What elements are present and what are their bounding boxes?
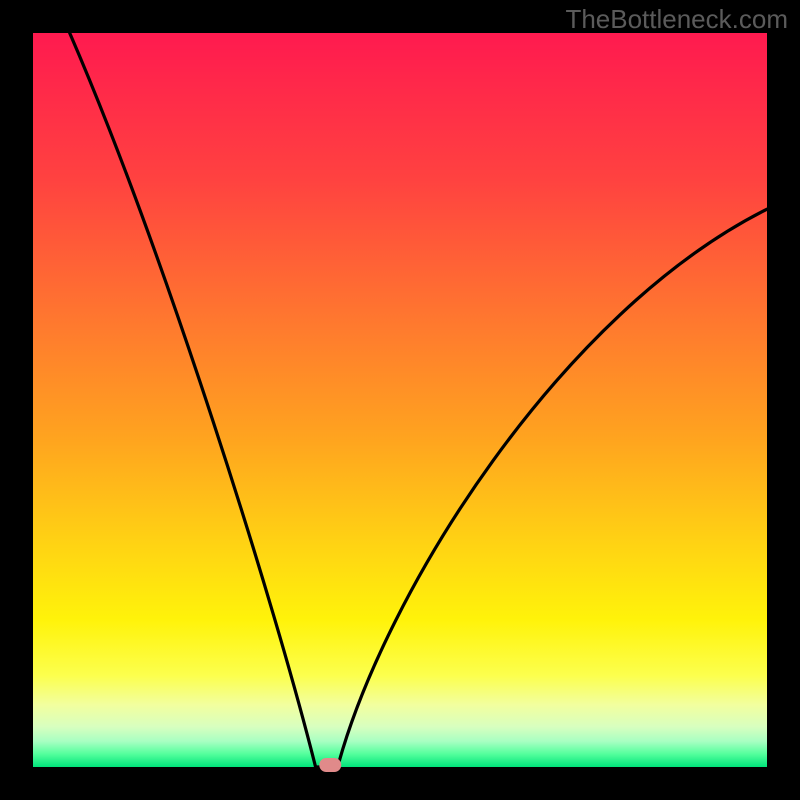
optimum-marker — [319, 758, 341, 772]
plot-area — [33, 33, 767, 767]
watermark-text: TheBottleneck.com — [565, 4, 788, 35]
